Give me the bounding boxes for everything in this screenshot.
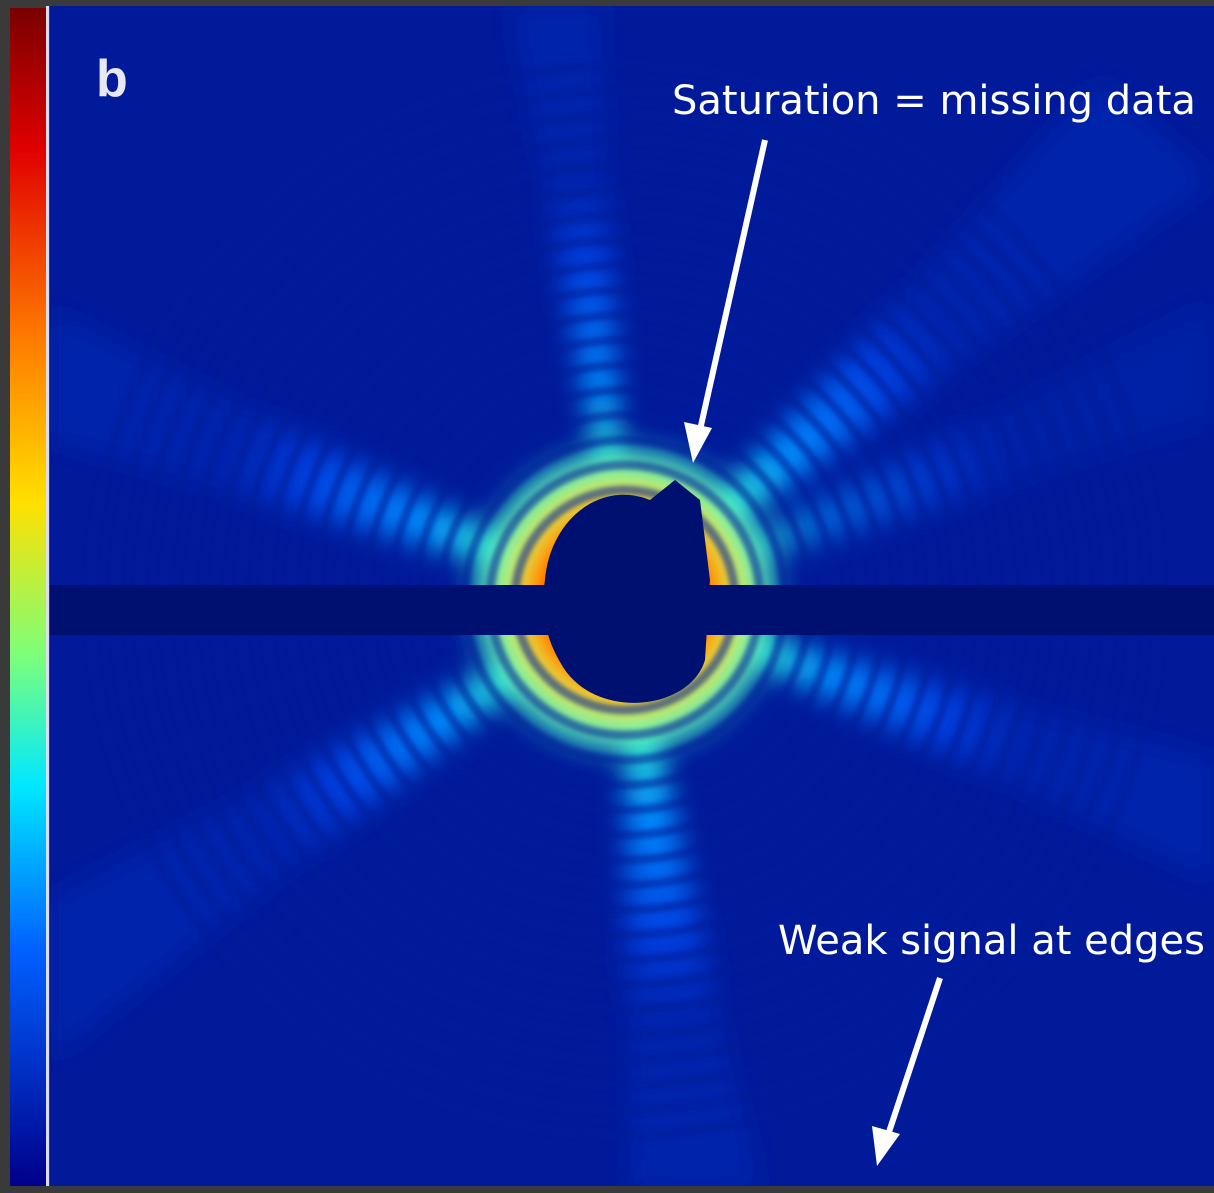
- panel-label: b: [96, 50, 128, 108]
- figure: b Saturation = missing data Weak signal …: [0, 0, 1214, 1193]
- diffraction-pattern: [50, 6, 1214, 1190]
- annotation: Weak signal at edges: [778, 918, 1205, 964]
- colorbar: [10, 8, 46, 1186]
- annotation: Saturation = missing data: [672, 78, 1196, 124]
- divider: [46, 6, 49, 1186]
